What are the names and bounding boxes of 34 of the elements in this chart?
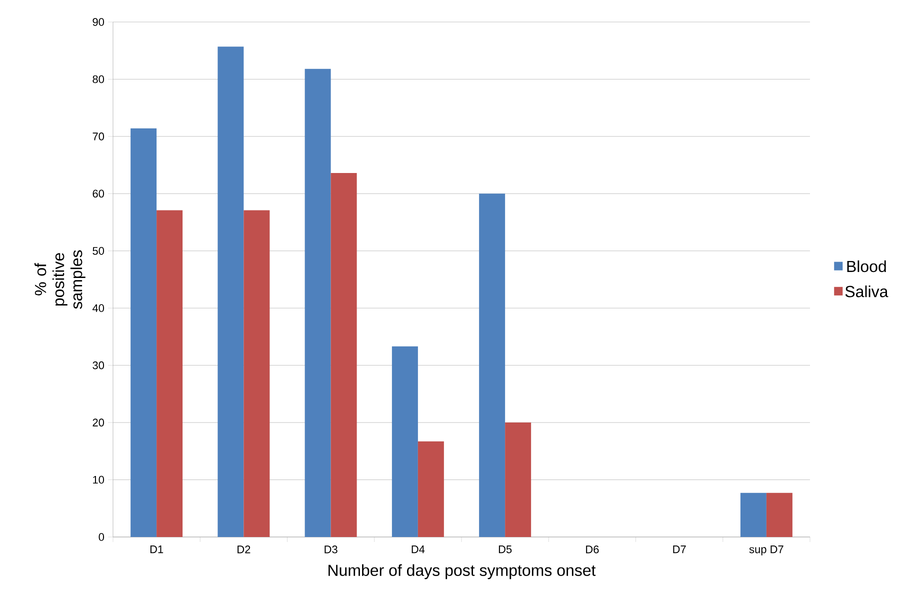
x-axis-title: Number of days post symptoms onset bbox=[328, 564, 596, 580]
x-tick-label: D5 bbox=[498, 546, 512, 554]
y-tick-label: 90 bbox=[92, 18, 104, 26]
bar bbox=[130, 128, 157, 537]
y-tick-label: 50 bbox=[92, 246, 104, 255]
y-tick-label: 10 bbox=[93, 476, 104, 484]
y-tick-label: 60 bbox=[92, 190, 104, 198]
x-tick-label: D3 bbox=[324, 546, 338, 554]
x-tick-label: sup D7 bbox=[749, 546, 784, 556]
x-tick-label: D6 bbox=[586, 546, 599, 554]
x-tick-label: D4 bbox=[412, 546, 425, 554]
legend-label: Blood bbox=[847, 260, 886, 272]
bar bbox=[304, 68, 331, 537]
bar bbox=[244, 210, 270, 537]
y-axis-title: % of positive samples bbox=[34, 250, 86, 309]
y-tick-label: 20 bbox=[92, 418, 104, 426]
bar bbox=[766, 492, 792, 537]
y-tick-label: 40 bbox=[92, 304, 104, 312]
legend-label: Saliva bbox=[845, 285, 888, 298]
y-tick-label: 70 bbox=[92, 132, 104, 140]
bar bbox=[740, 492, 766, 537]
y-tick-label: 30 bbox=[92, 361, 104, 370]
y-tick-label: 80 bbox=[92, 75, 104, 84]
bar bbox=[330, 173, 357, 537]
bar bbox=[218, 46, 244, 537]
bar bbox=[505, 422, 532, 537]
y-tick-label: 0 bbox=[98, 533, 104, 541]
bar bbox=[156, 210, 183, 537]
x-tick-label: D2 bbox=[238, 546, 250, 554]
bar bbox=[418, 441, 444, 537]
bar bbox=[479, 194, 506, 537]
bar bbox=[392, 346, 418, 537]
x-tick-label: D1 bbox=[150, 546, 164, 554]
x-tick-label: D7 bbox=[673, 546, 686, 554]
